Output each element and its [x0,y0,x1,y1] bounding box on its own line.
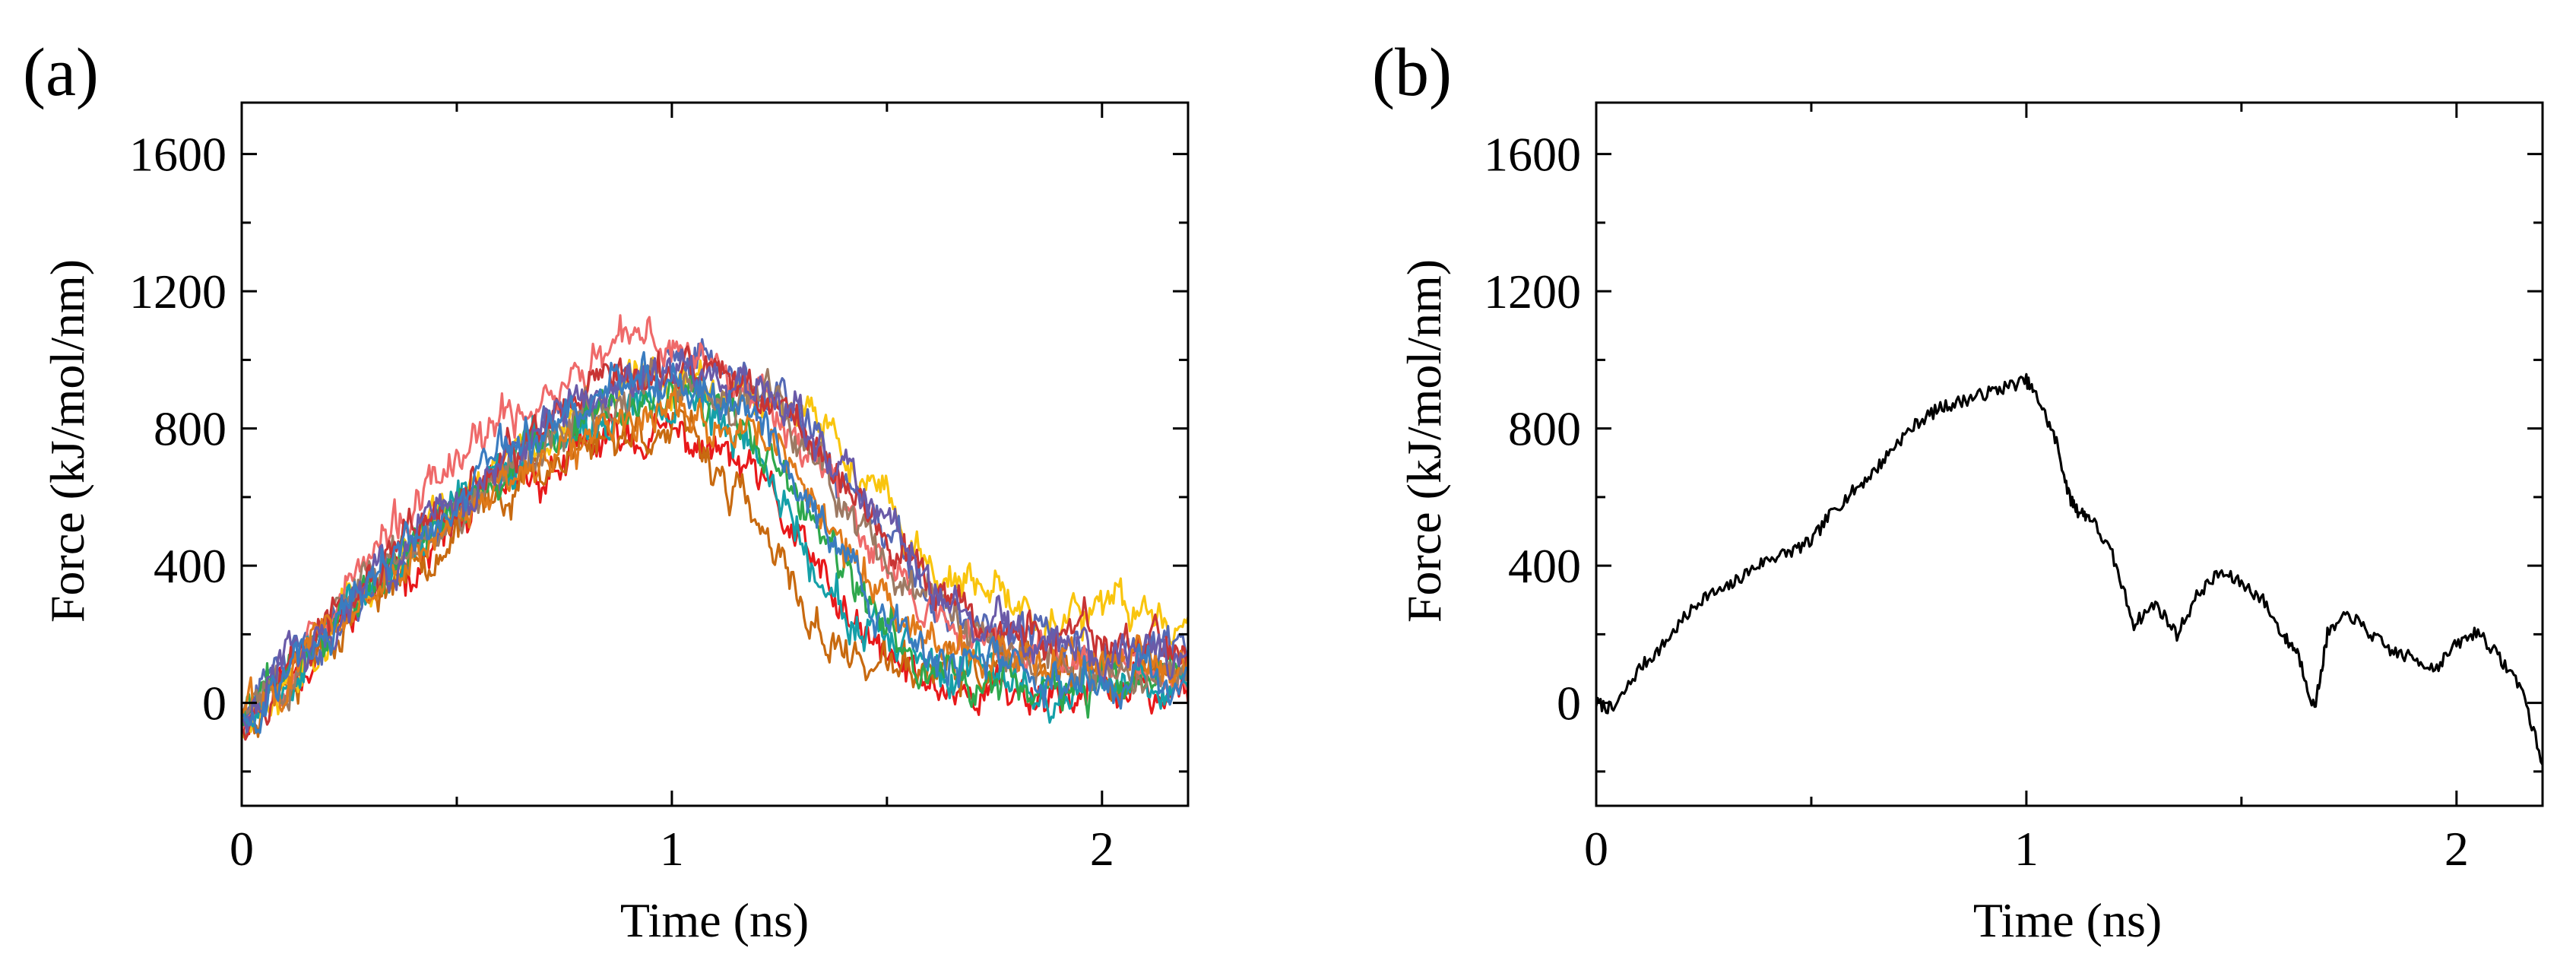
panel-a-y-tick-label: 0 [202,677,227,731]
panel-b-y-tick-label: 1600 [1484,128,1581,182]
panel-b-y-axis-title: Force (kJ/mol/nm) [1397,259,1451,623]
panel-b-x-axis-title: Time (ns) [1973,893,2162,947]
panel-a-label: (a) [23,35,99,110]
panel-a-plot: 0 1 2 0 400 800 1200 1600 [129,101,1190,876]
panel-a-x-axis-title: Time (ns) [620,893,809,947]
panel-b-plot-frame [1595,101,2544,807]
panel-b-x-tick-label: 0 [1584,822,1608,876]
panel-a-y-tick-label: 800 [154,402,227,456]
panel-a-series-line-12 [242,350,1188,734]
panel-b-x-tick-label: 1 [2014,822,2039,876]
panel-b-y-tick-label: 1200 [1484,265,1581,319]
panel-b-y-tick-label: 0 [1557,677,1581,731]
panel-a-y-tick-label: 400 [154,539,227,593]
panel-b: (b) Force (kJ/mol/nm) Time (ns) 0 1 2 0 400 8… [1372,35,2544,947]
panel-a-x-tick-label: 0 [230,822,254,876]
panel-b-y-tick-label: 400 [1508,539,1581,593]
panel-a-y-tick-label: 1200 [129,265,227,319]
panel-b-series-line-1 [1596,372,2543,766]
panel-b-label: (b) [1372,35,1452,110]
panel-a: (a) Force (kJ/mol/nm) Time (ns) 0 1 2 0 400 8… [23,35,1190,947]
panel-b-y-tick-label: 800 [1508,402,1581,456]
panel-a-x-tick-label: 1 [660,822,684,876]
panel-b-series-group [1596,372,2543,766]
panel-b-plot: 0 1 2 0 400 800 1200 1600 [1484,101,2544,876]
panel-a-y-tick-label: 1600 [129,128,227,182]
panel-a-y-axis-title: Force (kJ/mol/nm) [40,259,94,623]
panel-a-x-tick-label: 2 [1090,822,1114,876]
panel-a-series-group [242,314,1188,741]
panel-a-plot-frame [240,101,1190,807]
panel-a-series-line-11 [242,348,1188,734]
panel-b-x-tick-label: 2 [2445,822,2469,876]
